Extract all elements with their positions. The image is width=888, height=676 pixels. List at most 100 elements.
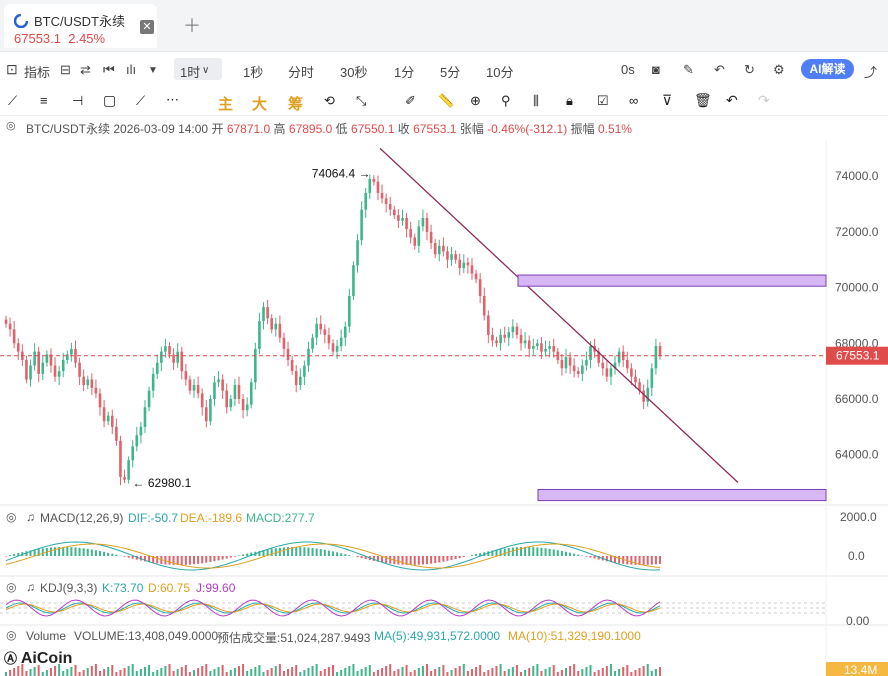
magnet-icon[interactable]: ⚲: [501, 93, 511, 108]
macd-bar: [389, 556, 392, 564]
interval-timeline[interactable]: 分时: [288, 65, 315, 80]
interval-1m[interactable]: 1分: [394, 65, 415, 80]
sync-icon[interactable]: ⟲: [324, 93, 335, 108]
main-force-button[interactable]: 主: [218, 96, 234, 113]
more-tools-icon[interactable]: ⋯: [166, 92, 179, 107]
add-tab-icon[interactable]: ＋: [183, 16, 201, 36]
candle-body: [241, 398, 245, 411]
macd-bar: [103, 551, 106, 556]
brush-icon[interactable]: ✐: [405, 93, 416, 108]
candle-body: [630, 368, 633, 377]
volume-predicted: 预估成交量:51,024,287.9493: [217, 631, 371, 645]
volume-bar: [148, 665, 151, 676]
candles: [4, 174, 662, 486]
macd-bar: [270, 548, 273, 556]
ruler-icon[interactable]: 📏: [438, 93, 455, 108]
y-tick-label: 64000.0: [835, 448, 879, 462]
chips-button[interactable]: 筹: [288, 96, 304, 113]
candle-body: [213, 382, 216, 399]
settings-icon[interactable]: ⚙: [773, 62, 785, 77]
undo-icon[interactable]: ↶: [714, 62, 725, 77]
line-tool-icon[interactable]: ⟋: [8, 93, 18, 108]
interval-30s[interactable]: 30秒: [340, 65, 368, 80]
rect-tool-icon[interactable]: ▢: [103, 92, 117, 108]
pin-icon[interactable]: ⇄: [80, 62, 91, 77]
candle-body: [466, 262, 470, 266]
volume-bar: [291, 667, 294, 676]
volume-bar: [242, 664, 245, 676]
replay-icon[interactable]: ⏮: [103, 62, 115, 77]
volume-bar: [295, 665, 298, 676]
volume-bar: [135, 671, 138, 676]
pen-icon[interactable]: ✎: [683, 62, 694, 77]
volume-bar: [258, 665, 261, 676]
macd-bar: [397, 556, 400, 565]
macd-bar: [197, 556, 200, 564]
macd-bar: [360, 556, 363, 559]
macd-bar: [569, 552, 572, 556]
indicators-button[interactable]: 指标: [24, 65, 51, 80]
candle-body: [245, 404, 249, 411]
interval-dropdown-icon[interactable]: ∨: [202, 65, 210, 76]
interval-1s[interactable]: 1秒: [243, 65, 264, 80]
eye-icon[interactable]: ◎: [6, 510, 17, 524]
volume-bar: [605, 666, 608, 676]
link-icon[interactable]: ∞: [629, 93, 639, 108]
redo-draw-icon[interactable]: ↷: [758, 92, 770, 108]
macd-bar: [258, 550, 261, 556]
macd-bar: [127, 556, 130, 558]
candle-body: [605, 368, 609, 377]
macd-bar: [589, 556, 592, 558]
candle-body: [597, 351, 600, 363]
interval-5m[interactable]: 5分: [440, 65, 461, 80]
measure-icon[interactable]: ⤡: [356, 93, 367, 108]
ai-explain-button[interactable]: AI解读: [801, 59, 854, 79]
fib-tool-icon[interactable]: ⟋: [136, 93, 146, 108]
interval-10m[interactable]: 10分: [486, 65, 514, 80]
eye-icon[interactable]: ◎: [6, 628, 17, 642]
chevron-down-icon[interactable]: ▼: [148, 65, 158, 76]
camera-icon[interactable]: ◙: [652, 62, 660, 77]
eye-icon[interactable]: ◎: [6, 580, 17, 594]
candle-body: [123, 476, 126, 480]
trash-icon[interactable]: 🗑︎: [694, 92, 712, 108]
zoom-icon[interactable]: ⊕: [470, 93, 481, 108]
volume-ma10: MA(10):51,329,190.1000: [508, 629, 641, 643]
candle-body: [274, 323, 278, 330]
bell-icon[interactable]: ♫: [26, 510, 35, 524]
macd-bar: [33, 549, 36, 556]
macd-bar: [462, 556, 465, 558]
chart-type-icon[interactable]: ılı: [126, 62, 137, 77]
share-icon[interactable]: ⤴: [864, 65, 878, 80]
macd-bar: [560, 550, 563, 556]
hline-tool-icon[interactable]: ≡: [40, 93, 48, 108]
macd-bar: [609, 556, 612, 563]
undo-draw-icon[interactable]: ↶: [726, 92, 738, 108]
interval-1h[interactable]: 1时: [180, 65, 201, 80]
volume-bar: [21, 664, 24, 676]
macd-bar: [556, 550, 559, 556]
refresh-icon[interactable]: ↻: [744, 62, 755, 77]
bell-icon[interactable]: ♫: [26, 580, 35, 594]
volume-bar: [470, 669, 473, 676]
indicator-icon[interactable]: ⊡: [6, 61, 18, 77]
candle-body: [388, 204, 392, 210]
close-icon[interactable]: ✕: [140, 20, 154, 34]
candle-body: [368, 178, 372, 193]
candle-body: [646, 387, 650, 402]
alert-icon[interactable]: ☑: [597, 93, 609, 108]
filter-icon[interactable]: ⊽: [662, 92, 673, 108]
big-order-button[interactable]: 大: [252, 96, 268, 113]
eye-icon[interactable]: ◎: [6, 120, 16, 132]
layout-icon[interactable]: ⊟: [60, 62, 71, 77]
macd-bar: [585, 556, 588, 557]
candle-body: [356, 240, 359, 266]
volume-bar: [213, 669, 216, 676]
ray-tool-icon[interactable]: ⊣: [72, 93, 84, 108]
candle-body: [360, 209, 363, 241]
candles-icon[interactable]: ⫼: [533, 93, 539, 108]
lock-icon[interactable]: 🔒︎: [566, 93, 573, 108]
tab-btc-usdt[interactable]: BTC/USDT永续 67553.1 2.45% ✕: [4, 4, 157, 48]
volume-bar: [479, 665, 482, 676]
